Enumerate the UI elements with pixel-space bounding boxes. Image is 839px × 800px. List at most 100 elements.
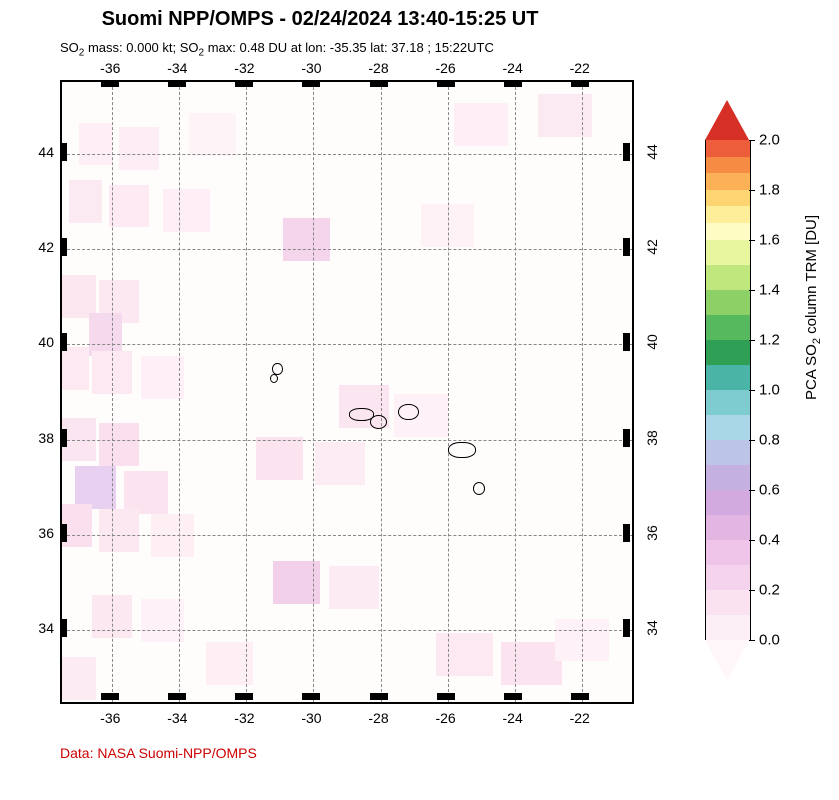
heatmap-cell xyxy=(141,356,185,399)
heatmap-cell xyxy=(315,442,365,485)
colorbar-segment xyxy=(706,440,750,465)
x-tick-label-bottom: -22 xyxy=(570,710,590,726)
x-tick-label-bottom: -28 xyxy=(368,710,388,726)
chart-subtitle: SO2 mass: 0.000 kt; SO2 max: 0.48 DU at … xyxy=(60,40,494,59)
colorbar-segment xyxy=(706,157,750,174)
colorbar-segment xyxy=(706,465,750,490)
heatmap-cell xyxy=(109,185,149,228)
y-tick-label-right: 44 xyxy=(644,144,660,160)
colorbar-tick-label: 1.2 xyxy=(759,332,780,349)
x-tick-mark xyxy=(235,693,253,700)
y-tick-mark xyxy=(60,333,67,351)
x-tick-label-bottom: -32 xyxy=(234,710,254,726)
colorbar-tick xyxy=(749,590,755,591)
colorbar-tick-label: 0.4 xyxy=(759,532,780,549)
colorbar: PCA SO2 column TRM [DU] 0.00.20.40.60.81… xyxy=(705,100,830,700)
colorbar-segment xyxy=(706,415,750,440)
heatmap-cell xyxy=(69,180,103,223)
colorbar-tick xyxy=(749,390,755,391)
island-outline xyxy=(270,374,278,383)
x-tick-mark xyxy=(302,80,320,87)
gridline-vertical xyxy=(246,82,247,702)
colorbar-tick-label: 0.8 xyxy=(759,432,780,449)
colorbar-tick-label: 0.2 xyxy=(759,582,780,599)
heatmap-cell xyxy=(89,313,123,356)
heatmap-cell xyxy=(141,599,185,642)
x-tick-label-bottom: -30 xyxy=(301,710,321,726)
x-tick-label-top: -30 xyxy=(301,60,321,76)
colorbar-tick xyxy=(749,540,755,541)
y-tick-label-right: 40 xyxy=(644,335,660,351)
heatmap-cell xyxy=(436,633,493,676)
gridline-vertical xyxy=(112,82,113,702)
colorbar-segment xyxy=(706,365,750,390)
x-tick-label-bottom: -36 xyxy=(100,710,120,726)
gridline-horizontal xyxy=(62,440,632,441)
y-tick-label-left: 44 xyxy=(26,144,54,160)
colorbar-segment xyxy=(706,290,750,315)
gridline-vertical xyxy=(448,82,449,702)
colorbar-segment xyxy=(706,173,750,190)
map-plot-area xyxy=(60,80,634,704)
colorbar-tick xyxy=(749,240,755,241)
gridline-horizontal xyxy=(62,630,632,631)
colorbar-segment xyxy=(706,615,750,640)
x-tick-label-top: -32 xyxy=(234,60,254,76)
x-tick-mark xyxy=(437,693,455,700)
colorbar-segment xyxy=(706,490,750,515)
colorbar-tick-label: 2.0 xyxy=(759,132,780,149)
colorbar-gradient xyxy=(705,140,751,640)
heatmap-cell xyxy=(79,123,113,166)
y-tick-mark xyxy=(60,429,67,447)
island-outline xyxy=(448,442,475,458)
island-outline xyxy=(398,404,418,420)
gridline-horizontal xyxy=(62,154,632,155)
colorbar-tick-label: 1.8 xyxy=(759,182,780,199)
gridline-vertical xyxy=(582,82,583,702)
heatmap-cell xyxy=(119,127,159,170)
x-tick-label-top: -36 xyxy=(100,60,120,76)
colorbar-segment xyxy=(706,315,750,340)
y-tick-mark xyxy=(60,524,67,542)
colorbar-segment xyxy=(706,565,750,590)
x-tick-mark xyxy=(370,80,388,87)
y-tick-label-right: 34 xyxy=(644,621,660,637)
colorbar-tick xyxy=(749,290,755,291)
y-tick-label-left: 34 xyxy=(26,620,54,636)
colorbar-tick xyxy=(749,440,755,441)
chart-title: Suomi NPP/OMPS - 02/24/2024 13:40-15:25 … xyxy=(0,8,640,31)
colorbar-segment xyxy=(706,390,750,415)
x-tick-mark xyxy=(370,693,388,700)
colorbar-segment xyxy=(706,265,750,290)
colorbar-tick xyxy=(749,140,755,141)
y-tick-mark xyxy=(60,619,67,637)
y-tick-mark xyxy=(60,143,67,161)
x-tick-label-top: -24 xyxy=(503,60,523,76)
x-tick-mark xyxy=(235,80,253,87)
y-tick-label-left: 40 xyxy=(26,334,54,350)
heatmap-cell xyxy=(538,94,592,137)
heatmap-cell xyxy=(256,437,303,480)
gridline-horizontal xyxy=(62,249,632,250)
colorbar-tick xyxy=(749,490,755,491)
x-tick-mark xyxy=(302,693,320,700)
y-tick-mark xyxy=(623,333,630,351)
x-tick-label-top: -28 xyxy=(368,60,388,76)
y-tick-label-left: 36 xyxy=(26,525,54,541)
gridline-vertical xyxy=(313,82,314,702)
y-tick-mark xyxy=(623,143,630,161)
x-tick-mark xyxy=(571,693,589,700)
gridline-horizontal xyxy=(62,535,632,536)
colorbar-segment xyxy=(706,190,750,207)
colorbar-tick xyxy=(749,640,755,641)
heatmap-cell xyxy=(62,657,96,700)
heatmap-cell xyxy=(454,103,508,146)
heatmap-cell xyxy=(62,275,96,318)
colorbar-tick-label: 1.6 xyxy=(759,232,780,249)
heatmap-cell xyxy=(189,113,236,156)
x-tick-mark xyxy=(101,693,119,700)
heatmap-cell xyxy=(99,509,139,552)
colorbar-segment xyxy=(706,340,750,365)
y-tick-label-left: 42 xyxy=(26,239,54,255)
x-tick-label-bottom: -24 xyxy=(503,710,523,726)
